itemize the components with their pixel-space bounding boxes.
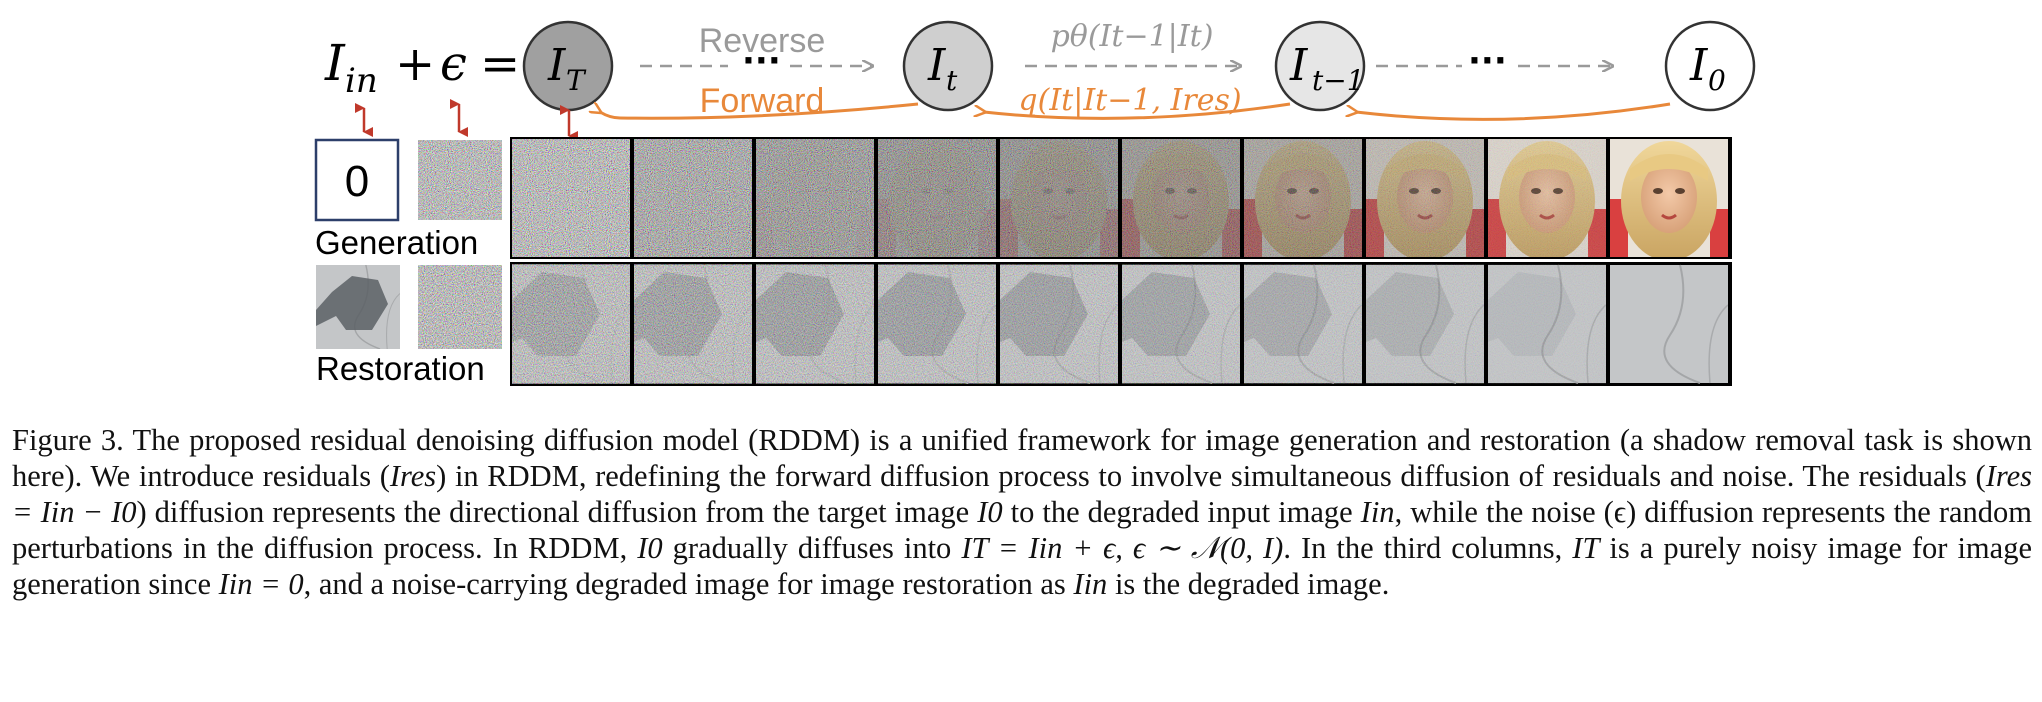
restoration-label: Restoration bbox=[316, 350, 485, 387]
forward-arrows bbox=[600, 102, 1671, 121]
restoration-strip bbox=[510, 262, 1732, 386]
eq-equals: = bbox=[480, 36, 520, 92]
eq-lhs: I bbox=[324, 34, 346, 92]
zero-input-label: 0 bbox=[345, 157, 369, 206]
restoration-frame-3 bbox=[756, 264, 874, 384]
node-subscript: t bbox=[946, 64, 958, 97]
node-label: I bbox=[1689, 40, 1709, 91]
forward-formula: q(It|It−1, Ires) bbox=[1018, 83, 1241, 118]
zero-input-box bbox=[314, 138, 400, 222]
math-iin: Iin bbox=[1073, 567, 1108, 601]
node-label: I bbox=[1289, 40, 1309, 91]
node-circle bbox=[902, 20, 994, 112]
restoration-frame-9 bbox=[1488, 264, 1606, 384]
caption-part: gradually diffuses into bbox=[662, 531, 962, 565]
restoration-frame-1 bbox=[512, 264, 630, 384]
math-i0: I0 bbox=[637, 531, 663, 565]
generation-strip bbox=[510, 137, 1732, 259]
eq-lhs-sub: in bbox=[345, 61, 378, 101]
restoration-noise-input bbox=[418, 265, 502, 349]
generation-noise-input bbox=[418, 140, 502, 220]
generation-frame-6 bbox=[1122, 139, 1240, 257]
node-subscript: T bbox=[566, 64, 587, 97]
reverse-formula: pθ(It−1|It) bbox=[1051, 19, 1214, 54]
generation-frame-2 bbox=[634, 139, 752, 257]
restoration-frame-4 bbox=[878, 264, 996, 384]
ellipsis-1: ··· bbox=[742, 41, 781, 81]
caption-text: Figure 3. The proposed residual denoisin… bbox=[12, 422, 2032, 602]
caption-part: is a purely noisy image for image genera… bbox=[12, 531, 2032, 601]
restoration-frame-10 bbox=[1610, 264, 1728, 384]
math-it: IT bbox=[1572, 531, 1600, 565]
generation-frame-9 bbox=[1488, 139, 1606, 257]
caption-part: ) in RDDM, redefining the forward diffus… bbox=[436, 459, 1986, 493]
generation-frame-8 bbox=[1366, 139, 1484, 257]
restoration-degraded-input bbox=[316, 265, 400, 349]
math-iin-zero: Iin = 0 bbox=[218, 567, 304, 601]
ellipsis-2: ··· bbox=[1468, 41, 1507, 81]
forward-arrow-3 bbox=[1356, 102, 1671, 121]
node-circle bbox=[1664, 20, 1756, 112]
caption-part: , and a noise-carrying degraded image fo… bbox=[303, 567, 1074, 601]
eq-plus: + bbox=[395, 36, 435, 92]
math-i0: I0 bbox=[977, 495, 1003, 529]
caption-part: , while the noise (ϵ) diffusion represen… bbox=[12, 495, 2032, 565]
caption-part: to the degraded input image bbox=[1002, 495, 1361, 529]
reverse-label: Reverse bbox=[699, 22, 826, 60]
generation-frame-1 bbox=[512, 139, 630, 257]
eq-eps: ϵ bbox=[440, 36, 467, 92]
restoration-frame-8 bbox=[1366, 264, 1484, 384]
node-circle bbox=[1274, 20, 1366, 112]
caption-part: . In the third columns, bbox=[1283, 531, 1573, 565]
caption-part: is the degraded image. bbox=[1107, 567, 1390, 601]
caption-part: The proposed residual denoising diffusio… bbox=[12, 423, 2032, 493]
restoration-frame-2 bbox=[634, 264, 752, 384]
math-ires-def: Ires = Iin − I0 bbox=[12, 459, 2032, 529]
math-ires: Ires bbox=[389, 459, 437, 493]
restoration-frame-7 bbox=[1244, 264, 1362, 384]
node-label: I bbox=[547, 40, 567, 91]
math-it-def: IT = Iin + ϵ, ϵ ∼ 𝒩(0, I) bbox=[961, 531, 1284, 565]
restoration-frame-6 bbox=[1122, 264, 1240, 384]
generation-frame-4 bbox=[878, 139, 996, 257]
caption-part: ) diffusion represents the directional d… bbox=[136, 495, 978, 529]
math-iin: Iin bbox=[1360, 495, 1395, 529]
equation: I in + ϵ = bbox=[324, 34, 520, 101]
generation-frame-7 bbox=[1244, 139, 1362, 257]
node-subscript: t−1 bbox=[1312, 64, 1365, 97]
restoration-frame-5 bbox=[1000, 264, 1118, 384]
generation-frame-10 bbox=[1610, 139, 1728, 257]
correspondence-arrows bbox=[355, 99, 578, 141]
figure-label: Figure 3. bbox=[12, 423, 124, 457]
generation-row: 0 Generation bbox=[314, 137, 1732, 261]
forward-arrow-2 bbox=[984, 102, 1291, 120]
generation-frame-3 bbox=[756, 139, 874, 257]
generation-label: Generation bbox=[315, 224, 478, 261]
forward-arrow-1 bbox=[600, 104, 919, 120]
figure-caption: Figure 3. The proposed residual denoisin… bbox=[12, 422, 2032, 602]
generation-frame-5 bbox=[1000, 139, 1118, 257]
node-subscript: 0 bbox=[1708, 64, 1726, 97]
restoration-row: Restoration bbox=[316, 262, 1732, 387]
node-label: I bbox=[927, 40, 947, 91]
